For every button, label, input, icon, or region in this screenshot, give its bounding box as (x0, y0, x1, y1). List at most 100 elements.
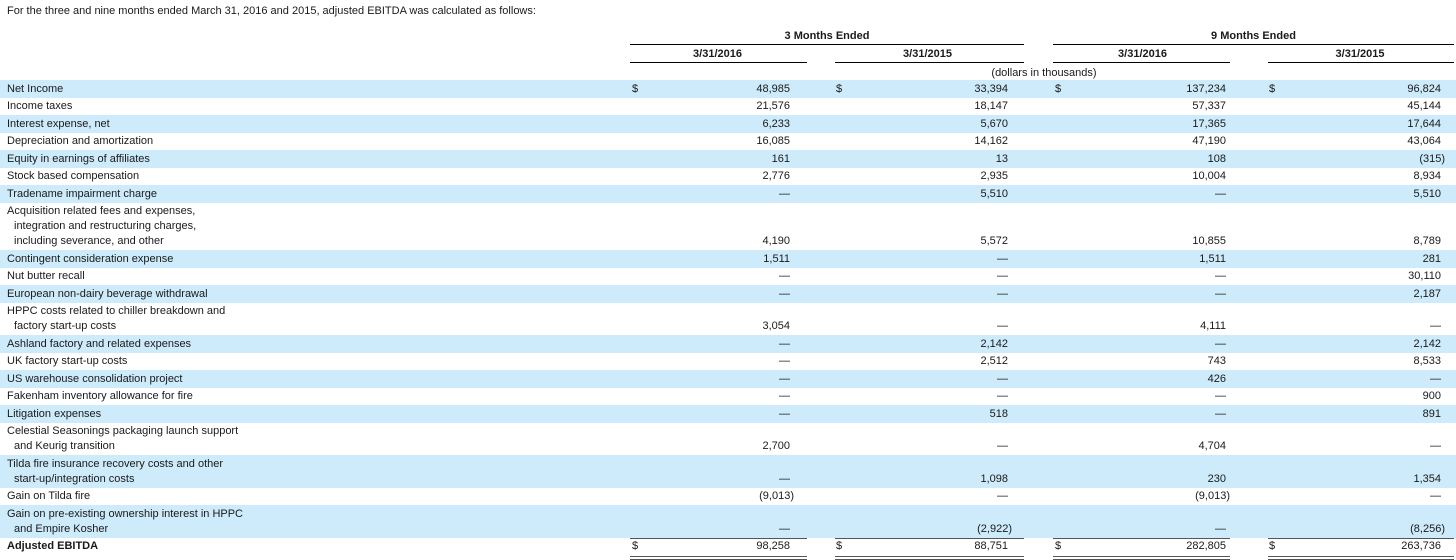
value-cell: — (997, 320, 1008, 332)
table-row: Interest expense, net 6,233 5,670 17,365 17,… (0, 115, 1456, 133)
value-cell: 17,365 (1192, 117, 1226, 130)
value-cell: 518 (989, 407, 1008, 420)
row-label: Gain on pre-existing ownership interest … (7, 507, 267, 537)
column-header-3m-2016: 3/31/2016 (693, 48, 742, 60)
row-label: Equity in earnings of affiliates (7, 152, 267, 167)
row-label: Income taxes (7, 99, 267, 114)
value-cell: 13 (995, 152, 1008, 165)
value-cell: 48,985 (756, 82, 790, 95)
table-row: Depreciation and amortization 16,085 14,16… (0, 133, 1456, 151)
row-label-line: Ashland factory and related expenses (7, 337, 192, 350)
table-row: HPPC costs related to chiller breakdown … (0, 303, 1456, 336)
row-label-line: US warehouse consolidation project (7, 372, 183, 385)
value-cell: (2,922) (977, 522, 1012, 535)
value-cell: 30,110 (1408, 270, 1441, 282)
value-cell: (9,013) (1195, 490, 1230, 502)
row-label: European non-dairy beverage withdrawal (7, 287, 267, 302)
row-label: Adjusted EBITDA (7, 539, 267, 554)
value-cell: 1,098 (980, 472, 1008, 485)
value-cell: 743 (1207, 355, 1226, 367)
row-label: Tradename impairment charge (7, 187, 267, 202)
value-cell: 5,510 (980, 187, 1008, 200)
row-label-line: European non-dairy beverage withdrawal (7, 287, 208, 300)
value-cell: 3,054 (762, 320, 790, 332)
value-cell: — (1430, 320, 1441, 332)
row-label-line: Fakenham inventory allowance for fire (7, 390, 193, 402)
row-label-line: Celestial Seasonings packaging launch su… (7, 425, 239, 437)
total-double-rule (1053, 558, 1230, 560)
row-label: Gain on Tilda fire (7, 489, 267, 504)
subtotal-rule (1268, 537, 1454, 539)
currency-symbol: $ (632, 540, 639, 552)
intro-text: For the three and nine months ended Marc… (7, 5, 536, 17)
value-cell: — (779, 355, 790, 367)
value-cell: 2,512 (980, 355, 1008, 367)
value-cell: — (779, 522, 790, 535)
value-cell: — (997, 390, 1008, 402)
column-underline-3m-2015 (835, 62, 1024, 63)
column-underline-9m-2015 (1268, 62, 1454, 63)
value-cell: — (1215, 407, 1226, 420)
table-row: Net Income $48,985 $33,394 $137,234 $96,824 (0, 80, 1456, 98)
value-cell: — (1215, 187, 1226, 200)
value-cell: 10,855 (1192, 235, 1226, 247)
value-cell: 96,824 (1407, 82, 1441, 95)
row-label: Net Income (7, 82, 267, 97)
row-label-line: Equity in earnings of affiliates (7, 152, 150, 165)
value-cell: 18,147 (974, 100, 1008, 112)
ebitda-table: Net Income $48,985 $33,394 $137,234 $96,824 I… (0, 80, 1456, 560)
table-row: Income taxes 21,576 18,147 57,337 45,144 (0, 98, 1456, 116)
total-double-rule (1268, 558, 1454, 560)
table-row: Fakenham inventory allowance for fire — — —… (0, 388, 1456, 406)
value-cell: — (779, 407, 790, 420)
row-label-line: Interest expense, net (7, 117, 110, 130)
value-cell: 891 (1422, 407, 1441, 420)
value-cell: 4,111 (1200, 320, 1226, 332)
row-label-line: start-up/integration costs (14, 472, 135, 485)
value-cell: 161 (771, 152, 790, 165)
group-header-3-months: 3 Months Ended (784, 30, 870, 42)
row-label: Tilda fire insurance recovery costs and … (7, 457, 267, 487)
row-label: Contingent consideration expense (7, 252, 267, 267)
row-label-line: Gain on pre-existing ownership interest … (7, 507, 244, 520)
currency-symbol: $ (836, 540, 843, 552)
row-label-line: Income taxes (7, 100, 73, 112)
row-label-line: including severance, and other (14, 235, 164, 247)
value-cell: 5,572 (980, 235, 1008, 247)
value-cell: 426 (1207, 372, 1226, 385)
table-row: European non-dairy beverage withdrawal — —… (0, 285, 1456, 303)
value-cell: 230 (1207, 472, 1226, 485)
total-double-rule (630, 558, 807, 560)
value-cell: 108 (1207, 152, 1226, 165)
row-label-line: Depreciation and amortization (7, 135, 154, 147)
value-cell: — (997, 287, 1008, 300)
row-label-line: Tradename impairment charge (7, 187, 157, 200)
row-label-line: HPPC costs related to chiller breakdown … (7, 305, 226, 317)
value-cell: 2,935 (980, 170, 1008, 182)
table-row: Litigation expenses — 518 — 891 (0, 405, 1456, 423)
value-cell: 8,789 (1413, 235, 1441, 247)
row-label: Depreciation and amortization (7, 134, 267, 149)
total-double-rule (630, 555, 807, 557)
value-cell: — (1215, 270, 1226, 282)
value-cell: — (1215, 522, 1226, 535)
value-cell: — (1430, 440, 1441, 452)
column-underline-9m-2016 (1053, 62, 1230, 63)
value-cell: — (1215, 390, 1226, 402)
column-header-3m-2015: 3/31/2015 (903, 48, 952, 60)
currency-symbol: $ (1055, 540, 1062, 552)
value-cell: 1,354 (1413, 472, 1441, 485)
value-cell: 33,394 (974, 82, 1008, 95)
table-row: Tradename impairment charge — 5,510 — 5,510 (0, 185, 1456, 203)
row-label: Nut butter recall (7, 269, 267, 284)
subtotal-rule (1053, 537, 1230, 539)
total-row: Adjusted EBITDA $98,258 $88,751 $282,805 $26… (0, 537, 1456, 560)
value-cell: 8,533 (1413, 355, 1441, 367)
currency-symbol: $ (1269, 540, 1276, 552)
row-label: Ashland factory and related expenses (7, 337, 267, 352)
table-row: Gain on Tilda fire (9,013) — (9,013) — (0, 488, 1456, 506)
subtotal-rule (835, 537, 1024, 539)
value-cell: 6,233 (762, 117, 790, 130)
table-row: Gain on pre-existing ownership interest … (0, 505, 1456, 538)
value-cell: — (997, 270, 1008, 282)
